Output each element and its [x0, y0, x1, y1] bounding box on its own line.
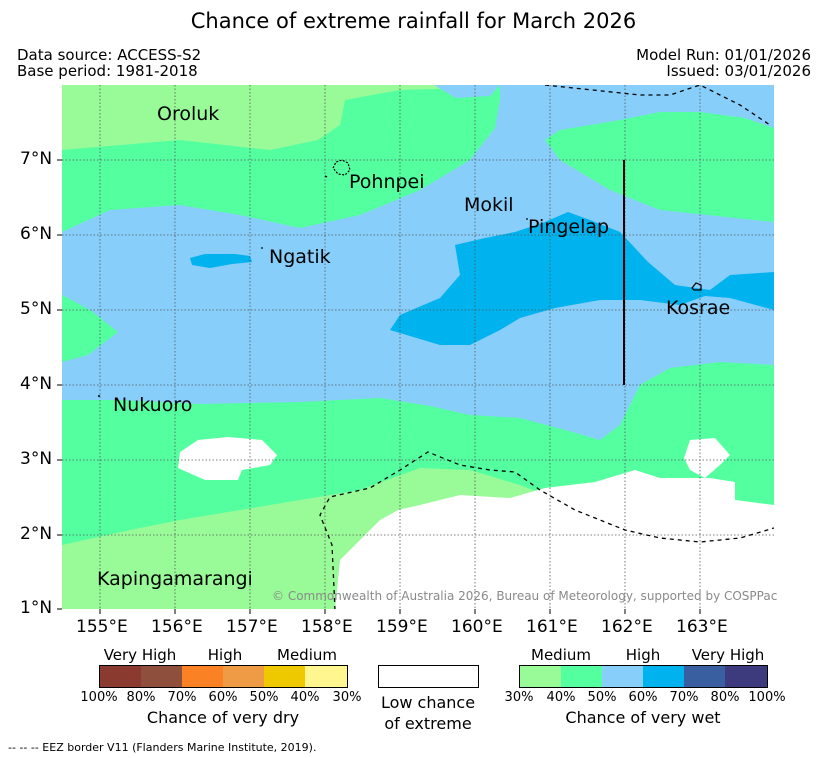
lat-tick-label: 6°N — [20, 224, 53, 244]
lon-tick-label: 161°E — [526, 617, 578, 637]
legend-wet-swatch — [684, 665, 725, 688]
legend-dry-percent: 50% — [249, 690, 279, 705]
lat-tick-label: 1°N — [20, 598, 53, 618]
lon-tick-label: 155°E — [76, 617, 128, 637]
lon-tick-label: 162°E — [601, 617, 653, 637]
lat-tick-label: 2°N — [20, 524, 53, 544]
legend-dry-swatch — [141, 665, 182, 688]
legend-dry-swatch — [223, 665, 264, 688]
legend-wet-high: High — [625, 646, 661, 664]
legend-dry-percent: 60% — [208, 690, 238, 705]
data-source-label: Data source: ACCESS-S2 — [17, 46, 202, 64]
legend-wet-swatch — [643, 665, 684, 688]
eez-footnote: -- -- -- EEZ border V11 (Flanders Marine… — [8, 741, 317, 754]
legend-wet-percent: 60% — [628, 690, 658, 705]
lon-tick-label: 159°E — [376, 617, 428, 637]
lon-tick-label: 156°E — [151, 617, 203, 637]
nukuoro-island — [98, 395, 100, 397]
kosrae-island — [691, 282, 702, 291]
place-label-kosrae: Kosrae — [666, 297, 731, 319]
legend-wet-percent: 50% — [587, 690, 617, 705]
pohnpei-island — [332, 159, 351, 176]
legend-dry-caption: Chance of very dry — [146, 708, 300, 727]
region-low-chance-south — [335, 470, 774, 609]
islet-marker — [324, 175, 328, 178]
band-wet-50-60-top — [434, 85, 500, 98]
legend-wet-very-high: Very High — [691, 646, 765, 664]
base-period-label: Base period: 1981-2018 — [17, 62, 198, 80]
place-label-pohnpei: Pohnpei — [349, 171, 425, 193]
eez-border-south — [319, 451, 774, 609]
legend-low-caption-2: of extreme — [384, 714, 472, 733]
place-label-oroluk: Oroluk — [157, 103, 220, 125]
region-low-chance-west — [178, 437, 277, 480]
place-label-pingelap: Pingelap — [528, 216, 610, 238]
legend-dry-very-high: Very High — [103, 646, 177, 664]
legend-wet-swatch — [561, 665, 602, 688]
region-low-chance-east — [684, 438, 730, 478]
legend-dry-percent: 100% — [80, 690, 118, 705]
legend-dry-percent: 80% — [126, 690, 156, 705]
legend-wet-percent: 30% — [504, 690, 534, 705]
lon-tick-label: 157°E — [226, 617, 278, 637]
issued-label: Issued: 03/01/2026 — [666, 62, 811, 80]
lat-tick-label: 5°N — [20, 299, 53, 319]
ngatik-island — [261, 247, 263, 249]
model-run-label: Model Run: 01/01/2026 — [636, 46, 811, 64]
lon-tick-label: 160°E — [451, 617, 503, 637]
lat-tick-label: 4°N — [20, 374, 53, 394]
band-wet-60-70-ngatik — [190, 254, 252, 268]
legend-wet-swatch — [519, 665, 561, 688]
place-label-nukuoro: Nukuoro — [113, 394, 193, 416]
legend-wet-percent: 80% — [710, 690, 740, 705]
legend-wet-swatch — [725, 665, 768, 688]
copyright-notice: © Commonwealth of Australia 2026, Bureau… — [272, 589, 778, 603]
legend-dry-percent: 70% — [167, 690, 197, 705]
legend-wet-medium: Medium — [531, 646, 591, 664]
legend-wet-percent: 100% — [748, 690, 786, 705]
lat-tick-label: 7°N — [20, 149, 53, 169]
band-wet-60-70 — [390, 212, 774, 345]
legend-dry-percent: 30% — [332, 690, 362, 705]
place-label-kapingamarangi: Kapingamarangi — [97, 568, 253, 590]
pingelap-island — [526, 218, 528, 220]
place-label-mokil: Mokil — [464, 194, 514, 216]
legend-dry-swatch — [264, 665, 305, 688]
band-wet-50-60 — [62, 85, 774, 440]
lat-tick-label: 3°N — [20, 449, 53, 469]
legend-dry-high: High — [207, 646, 243, 664]
legend-dry-medium: Medium — [277, 646, 337, 664]
legend-dry-swatch — [305, 665, 348, 688]
place-label-ngatik: Ngatik — [269, 246, 331, 268]
legend-wet-caption: Chance of very wet — [565, 708, 721, 727]
legend-dry-swatch — [99, 665, 141, 688]
map-title: Chance of extreme rainfall for March 202… — [190, 9, 637, 33]
legend-wet-percent: 70% — [669, 690, 699, 705]
legend-dry-swatch — [182, 665, 223, 688]
lon-tick-label: 158°E — [301, 617, 353, 637]
band-wet-40-50-west — [62, 295, 118, 362]
legend-wet-percent: 40% — [546, 690, 576, 705]
legend-dry-percent: 40% — [290, 690, 320, 705]
legend-wet-swatch — [602, 665, 643, 688]
eez-border-north — [544, 85, 771, 126]
legend-low-swatch — [378, 665, 479, 688]
lon-tick-label: 163°E — [676, 617, 728, 637]
legend-low-caption-1: Low chance — [380, 693, 476, 712]
